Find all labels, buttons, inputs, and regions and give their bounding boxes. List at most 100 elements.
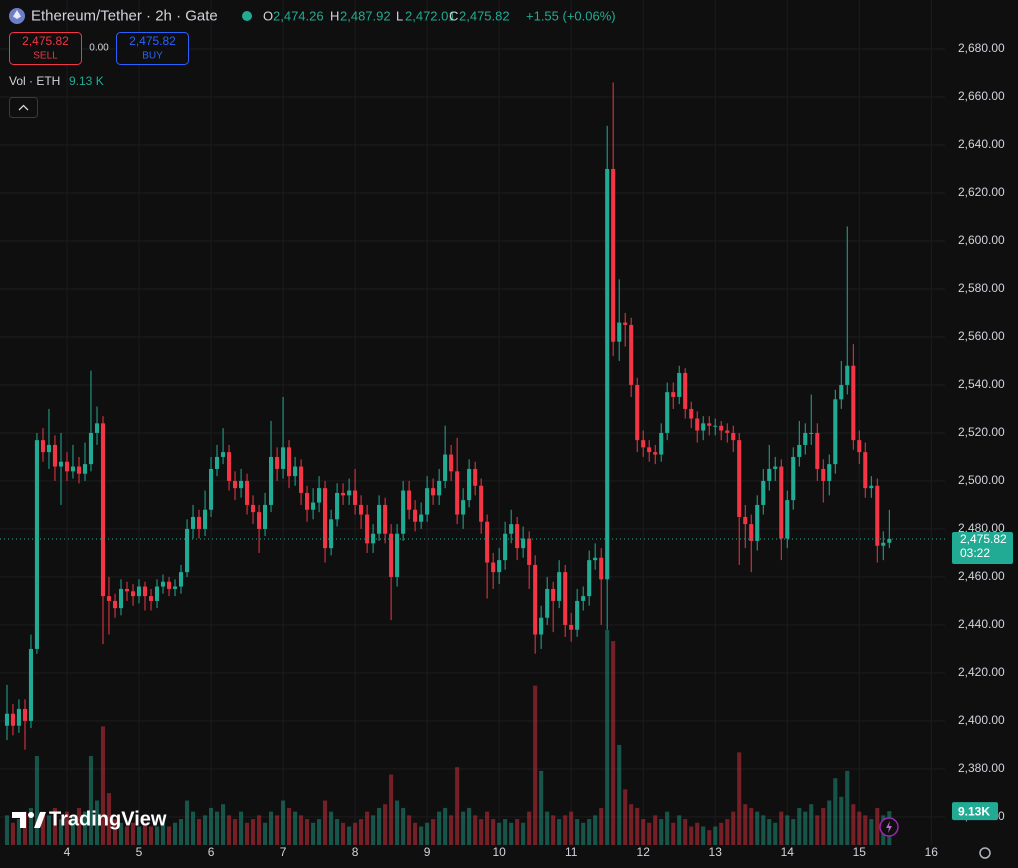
y-tick-label: 2,500.00 (958, 473, 1005, 487)
volume-bar (647, 822, 652, 845)
symbol-title[interactable]: Ethereum/Tether · 2h · Gate (31, 7, 218, 24)
candle-body (305, 492, 310, 510)
candle-body (172, 586, 178, 589)
candle-body (665, 392, 670, 433)
y-tick-label: 2,600.00 (958, 233, 1005, 247)
volume-bar (341, 822, 346, 845)
candle-body (154, 586, 160, 601)
volume-bar (136, 826, 142, 845)
candle-body (773, 466, 778, 469)
volume-bar (106, 793, 112, 845)
volume-bar (353, 822, 358, 845)
candle-body (545, 588, 550, 618)
volume-bar (317, 819, 322, 845)
candle-body (268, 456, 274, 505)
collapse-button[interactable] (9, 97, 38, 118)
volume-bar (359, 819, 364, 845)
candle-body (653, 452, 658, 455)
volume-bar (803, 811, 808, 845)
volume-bar (250, 819, 256, 845)
candle-body (449, 454, 454, 472)
volume-bar (749, 807, 754, 845)
candle-body (521, 538, 526, 549)
volume-bar (509, 822, 514, 845)
candle-body (70, 466, 76, 472)
volume-bar (527, 811, 532, 845)
settings-button[interactable] (979, 847, 991, 859)
volume-bar (491, 819, 496, 845)
volume-bar (203, 815, 208, 845)
volume-bar (227, 815, 232, 845)
volume-bar (809, 804, 814, 845)
candle-body (689, 408, 694, 419)
candle-body (341, 492, 346, 496)
candle-body (214, 456, 220, 469)
last-price-label: 2,475.82 (960, 532, 1007, 546)
ohlc-key: L (396, 8, 403, 23)
candle-body (455, 471, 460, 515)
volume-bar (293, 811, 298, 845)
volume-bar (545, 811, 550, 845)
candle-body (118, 588, 124, 609)
candle-body (232, 480, 238, 489)
candle-body (845, 365, 850, 385)
y-tick-label: 2,400.00 (958, 713, 1005, 727)
candle-body (629, 324, 634, 385)
volume-bar (791, 819, 796, 845)
volume-bar (118, 822, 124, 845)
candle-body (677, 372, 682, 397)
volume-bar (581, 822, 586, 845)
grid (0, 0, 945, 845)
candle-body (821, 468, 826, 481)
volume-legend-value: 9.13 K (69, 74, 104, 88)
y-tick-label: 2,580.00 (958, 281, 1005, 295)
candle-body (605, 168, 610, 580)
candle-body (419, 514, 424, 522)
volume-bar (149, 826, 154, 845)
candle-body (365, 514, 370, 544)
volume-bar (178, 819, 184, 845)
y-tick-label: 2,680.00 (958, 41, 1005, 55)
volume-bar (539, 770, 544, 845)
candle-body (869, 485, 874, 489)
candle-body (281, 447, 286, 469)
candle-body (311, 502, 316, 510)
volume-bar (785, 815, 790, 845)
candle-body (785, 500, 790, 539)
candle-body (569, 624, 574, 630)
volume-bar (154, 826, 160, 845)
last-volume-label: 9.13K (958, 804, 990, 818)
candle-body (611, 168, 616, 342)
candle-body (557, 572, 562, 601)
volume-bar (677, 815, 682, 845)
candle-body (4, 713, 10, 726)
ohlc-key: O (263, 8, 273, 23)
candles (0, 82, 945, 750)
buy-button[interactable] (116, 32, 189, 65)
volume-bar (497, 822, 502, 845)
candle-body (725, 430, 730, 433)
candle-body (407, 490, 412, 510)
candle-body (227, 452, 232, 481)
candle-body (875, 485, 880, 546)
market-status-dot[interactable] (242, 11, 252, 21)
volume-bar (797, 807, 802, 845)
y-tick-label: 2,660.00 (958, 89, 1005, 103)
candle-body (46, 444, 52, 453)
candle-body (413, 509, 418, 522)
volume-bar (22, 811, 28, 845)
volume-bar (142, 822, 148, 845)
volume-bar (100, 726, 106, 845)
sell-button[interactable] (9, 32, 82, 65)
candle-body (887, 538, 892, 543)
candle-body (190, 516, 196, 529)
volume-bar (473, 815, 478, 845)
candle-body (130, 591, 136, 597)
volume-bar (383, 804, 388, 845)
logo[interactable]: TradingView (12, 808, 167, 830)
candle-body (515, 524, 520, 549)
candle-body (40, 440, 46, 453)
volume-bar (683, 819, 688, 845)
y-tick-label: 2,420.00 (958, 665, 1005, 679)
